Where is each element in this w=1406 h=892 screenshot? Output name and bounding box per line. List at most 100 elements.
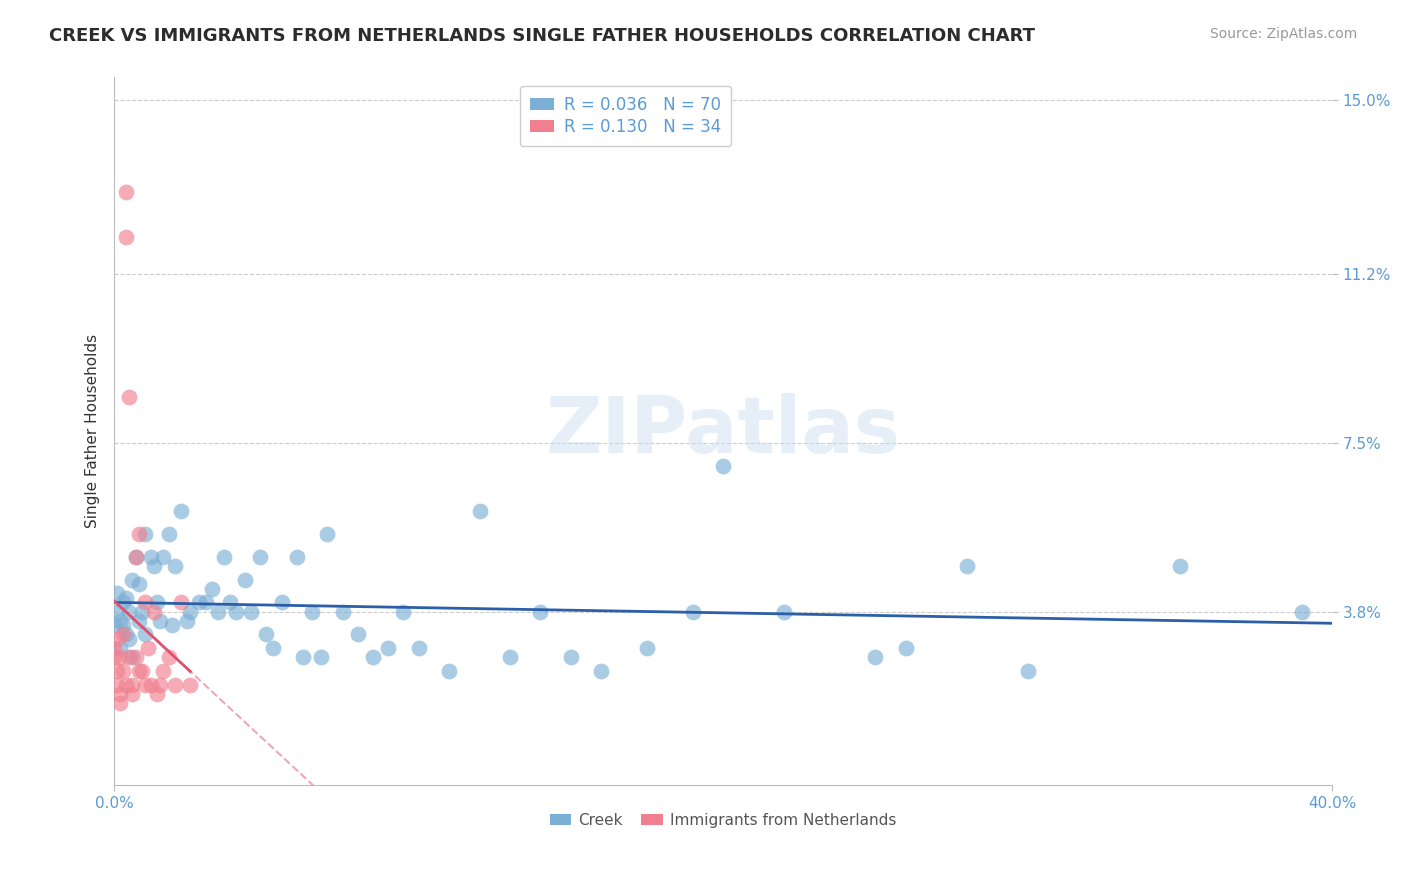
Point bbox=[142, 558, 165, 573]
Point bbox=[865, 650, 887, 665]
Point bbox=[152, 664, 174, 678]
Point bbox=[219, 595, 242, 609]
Point bbox=[309, 650, 332, 665]
Point bbox=[188, 595, 211, 609]
Point bbox=[240, 605, 263, 619]
Point bbox=[134, 627, 156, 641]
Point bbox=[392, 605, 415, 619]
Point bbox=[110, 696, 132, 710]
Point bbox=[682, 605, 704, 619]
Point bbox=[115, 230, 138, 244]
Point bbox=[139, 678, 162, 692]
Point bbox=[105, 632, 128, 646]
Point bbox=[165, 678, 187, 692]
Point bbox=[591, 664, 613, 678]
Point bbox=[146, 687, 169, 701]
Point bbox=[176, 614, 198, 628]
Text: Source: ZipAtlas.com: Source: ZipAtlas.com bbox=[1209, 27, 1357, 41]
Point bbox=[316, 527, 339, 541]
Point bbox=[711, 458, 734, 473]
Point bbox=[105, 678, 128, 692]
Point bbox=[146, 595, 169, 609]
Point bbox=[139, 549, 162, 564]
Point bbox=[103, 641, 125, 656]
Point bbox=[112, 595, 135, 609]
Point bbox=[437, 664, 460, 678]
Point bbox=[118, 390, 141, 404]
Point bbox=[894, 641, 917, 656]
Point bbox=[212, 549, 235, 564]
Point bbox=[134, 678, 156, 692]
Point bbox=[112, 627, 135, 641]
Point bbox=[179, 605, 201, 619]
Point bbox=[291, 650, 314, 665]
Point bbox=[115, 591, 138, 605]
Point bbox=[1291, 605, 1313, 619]
Point bbox=[207, 605, 229, 619]
Point bbox=[149, 614, 172, 628]
Point bbox=[124, 549, 146, 564]
Point bbox=[256, 627, 278, 641]
Point bbox=[128, 614, 150, 628]
Point bbox=[1017, 664, 1039, 678]
Point bbox=[115, 627, 138, 641]
Point bbox=[118, 605, 141, 619]
Point bbox=[285, 549, 308, 564]
Point bbox=[194, 595, 217, 609]
Point bbox=[105, 605, 128, 619]
Point bbox=[128, 577, 150, 591]
Point bbox=[499, 650, 522, 665]
Point bbox=[112, 664, 135, 678]
Y-axis label: Single Father Households: Single Father Households bbox=[86, 334, 100, 528]
Point bbox=[121, 650, 143, 665]
Point bbox=[377, 641, 399, 656]
Point bbox=[408, 641, 430, 656]
Point bbox=[233, 573, 256, 587]
Legend: Creek, Immigrants from Netherlands: Creek, Immigrants from Netherlands bbox=[544, 807, 903, 834]
Point bbox=[249, 549, 271, 564]
Point bbox=[121, 687, 143, 701]
Point bbox=[262, 641, 284, 656]
Point bbox=[346, 627, 368, 641]
Point bbox=[529, 605, 551, 619]
Point bbox=[134, 595, 156, 609]
Point bbox=[152, 549, 174, 564]
Point bbox=[121, 678, 143, 692]
Point bbox=[118, 650, 141, 665]
Point bbox=[1168, 558, 1191, 573]
Point bbox=[270, 595, 292, 609]
Point bbox=[170, 504, 193, 518]
Point bbox=[118, 632, 141, 646]
Point bbox=[103, 650, 125, 665]
Text: ZIPatlas: ZIPatlas bbox=[546, 393, 901, 469]
Point bbox=[157, 650, 180, 665]
Point bbox=[115, 185, 138, 199]
Point bbox=[301, 605, 323, 619]
Point bbox=[160, 618, 183, 632]
Point bbox=[121, 573, 143, 587]
Point bbox=[165, 558, 187, 573]
Point bbox=[956, 558, 979, 573]
Point bbox=[560, 650, 582, 665]
Point bbox=[136, 641, 159, 656]
Text: CREEK VS IMMIGRANTS FROM NETHERLANDS SINGLE FATHER HOUSEHOLDS CORRELATION CHART: CREEK VS IMMIGRANTS FROM NETHERLANDS SIN… bbox=[49, 27, 1035, 45]
Point bbox=[128, 527, 150, 541]
Point bbox=[149, 678, 172, 692]
Point bbox=[128, 664, 150, 678]
Point bbox=[179, 678, 201, 692]
Point bbox=[636, 641, 658, 656]
Point bbox=[361, 650, 384, 665]
Point bbox=[105, 664, 128, 678]
Point bbox=[124, 650, 146, 665]
Point bbox=[105, 586, 128, 600]
Point bbox=[124, 549, 146, 564]
Point bbox=[131, 664, 153, 678]
Point bbox=[112, 618, 135, 632]
Point bbox=[110, 650, 132, 665]
Point bbox=[468, 504, 491, 518]
Point bbox=[134, 527, 156, 541]
Point bbox=[332, 605, 354, 619]
Point bbox=[110, 641, 132, 656]
Point bbox=[773, 605, 796, 619]
Point bbox=[103, 618, 125, 632]
